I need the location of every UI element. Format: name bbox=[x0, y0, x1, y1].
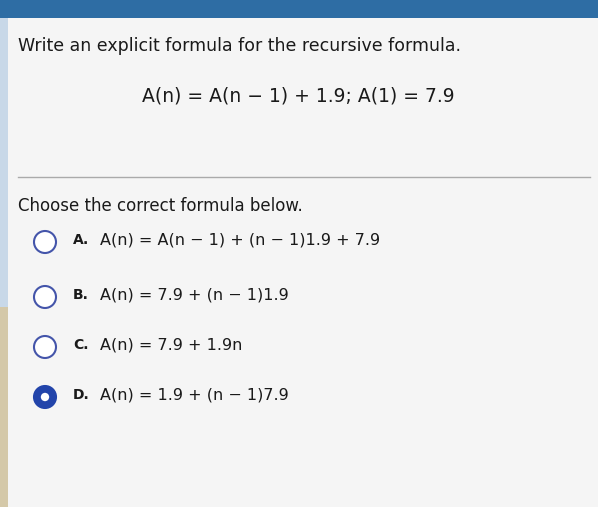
FancyBboxPatch shape bbox=[0, 307, 8, 507]
Text: A(n) = 1.9 + (n − 1)7.9: A(n) = 1.9 + (n − 1)7.9 bbox=[100, 387, 289, 403]
FancyBboxPatch shape bbox=[0, 0, 598, 18]
Text: Choose the correct formula below.: Choose the correct formula below. bbox=[18, 197, 303, 215]
Text: D.: D. bbox=[73, 388, 90, 402]
Circle shape bbox=[34, 286, 56, 308]
FancyBboxPatch shape bbox=[0, 18, 598, 507]
Text: A(n) = 7.9 + 1.9n: A(n) = 7.9 + 1.9n bbox=[100, 338, 242, 352]
FancyBboxPatch shape bbox=[0, 18, 8, 507]
Circle shape bbox=[34, 231, 56, 253]
Text: A(n) = 7.9 + (n − 1)1.9: A(n) = 7.9 + (n − 1)1.9 bbox=[100, 287, 289, 303]
Circle shape bbox=[34, 386, 56, 408]
Text: Write an explicit formula for the recursive formula.: Write an explicit formula for the recurs… bbox=[18, 37, 461, 55]
Text: C.: C. bbox=[73, 338, 89, 352]
Text: A.: A. bbox=[73, 233, 89, 247]
Text: A(n) = A(n − 1) + (n − 1)1.9 + 7.9: A(n) = A(n − 1) + (n − 1)1.9 + 7.9 bbox=[100, 233, 380, 247]
Text: A(n) = A(n − 1) + 1.9; A(1) = 7.9: A(n) = A(n − 1) + 1.9; A(1) = 7.9 bbox=[142, 87, 454, 106]
Circle shape bbox=[41, 393, 49, 401]
Circle shape bbox=[34, 336, 56, 358]
Text: B.: B. bbox=[73, 288, 89, 302]
